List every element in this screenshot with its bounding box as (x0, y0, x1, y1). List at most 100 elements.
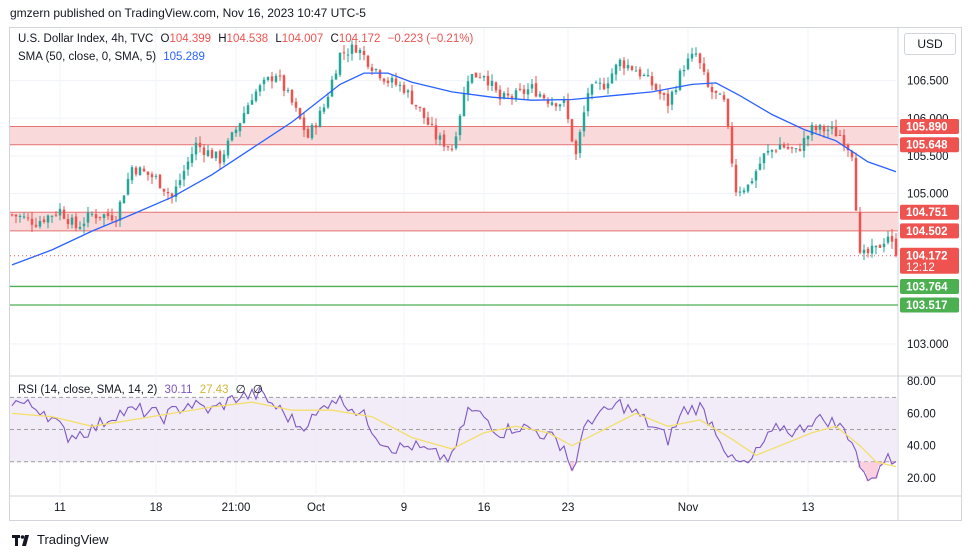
candle-body (414, 104, 418, 107)
rsi-tick-label: 60.00 (907, 408, 936, 420)
candle-body (778, 144, 782, 150)
candle-body (22, 216, 26, 218)
zone-resistance-upper (10, 126, 898, 145)
sma-value: 105.289 (163, 51, 205, 63)
candle-body (458, 115, 462, 136)
price-label-text: 104.751 (906, 207, 948, 219)
price-label-text: 103.517 (906, 300, 948, 312)
candle-body (302, 117, 306, 131)
candle-body (654, 84, 658, 90)
candle-body (434, 125, 438, 140)
candle-body (390, 77, 394, 83)
candle-body (842, 135, 846, 147)
candle-body (594, 82, 598, 84)
candle-body (810, 125, 814, 136)
currency-button[interactable]: USD (904, 33, 956, 55)
open-value: 104.399 (169, 33, 212, 45)
candle-body (694, 53, 698, 55)
candle-body (650, 76, 654, 86)
candle-body (454, 136, 458, 149)
candle-body (146, 171, 150, 175)
candle-body (362, 51, 366, 56)
price-legend: U.S. Dollar Index, 4h, TVC O104.399 H104… (18, 33, 477, 45)
sma-label[interactable]: SMA (50, close, 0, SMA, 5) (18, 51, 157, 63)
candle-body (130, 167, 134, 181)
candle-body (562, 99, 566, 103)
candle-body (686, 58, 690, 70)
candle-body (62, 209, 66, 219)
candle-body (854, 157, 858, 211)
candle-body (246, 105, 250, 114)
high-value: 104.538 (226, 33, 269, 45)
price-label-box (900, 119, 959, 135)
candle-body (422, 107, 426, 119)
candle-body (346, 54, 350, 56)
candle-body (418, 106, 422, 109)
candle-body (766, 150, 770, 153)
candle-body (602, 83, 606, 90)
candle-body (582, 112, 586, 132)
candle-body (526, 89, 530, 95)
candle-body (750, 181, 754, 184)
candle-body (74, 216, 78, 229)
candle-body (358, 49, 362, 53)
candle-body (18, 215, 22, 217)
candle-body (262, 79, 266, 85)
candle-body (386, 80, 390, 83)
candle-body (834, 127, 838, 137)
candle-body (342, 52, 346, 54)
candle-body (658, 90, 662, 94)
price-label-text: 104.172 (906, 250, 948, 262)
price-label-text: 103.764 (906, 281, 948, 293)
candle-body (754, 171, 758, 181)
candle-body (190, 154, 194, 163)
candle-body (234, 129, 238, 134)
candle-body (26, 217, 30, 219)
rsi-oversold-fill (858, 461, 862, 468)
symbol-label[interactable]: U.S. Dollar Index, 4h, TVC (18, 33, 154, 45)
candle-body (890, 235, 894, 242)
candle-body (590, 84, 594, 95)
time-tick-label: 21:00 (222, 502, 251, 514)
price-label-box (900, 204, 959, 220)
candle-body (370, 67, 374, 71)
candle-body (310, 124, 314, 139)
candle-body (826, 129, 830, 131)
candle-body (482, 76, 486, 78)
low-label: L (275, 33, 282, 45)
candle-body (774, 150, 778, 152)
candle-body (166, 191, 170, 194)
candle-body (710, 86, 714, 93)
candle-body (214, 151, 218, 159)
rsi-oversold-fill (866, 461, 870, 481)
candle-body (98, 216, 102, 218)
time-tick-label: 16 (478, 502, 491, 514)
candle-body (182, 170, 186, 180)
brand-name: TradingView (37, 532, 109, 547)
candle-body (502, 92, 506, 99)
countdown-label-text: 12:12 (906, 262, 935, 274)
candle-body (446, 146, 450, 148)
candle-body (102, 214, 106, 219)
rsi-tick-label: 40.00 (907, 441, 936, 453)
low-value: 104.007 (281, 33, 324, 45)
candle-body (666, 93, 670, 106)
candle-body (294, 101, 298, 108)
candle-body (698, 53, 702, 64)
price-label-box (900, 297, 959, 313)
candle-body (218, 151, 222, 164)
candle-body (478, 77, 482, 79)
rsi-tick-label: 20.00 (907, 473, 936, 485)
candle-body (394, 78, 398, 85)
time-tick-label: 13 (802, 502, 815, 514)
candle-body (114, 221, 118, 223)
rsi-label[interactable]: RSI (14, close, SMA, 14, 2) (18, 384, 158, 396)
candle-body (670, 91, 674, 105)
candle-body (118, 201, 122, 221)
candle-body (106, 213, 110, 217)
candle-body (882, 243, 886, 248)
candle-body (794, 148, 798, 150)
candle-body (406, 90, 410, 93)
candle-body (314, 125, 318, 128)
